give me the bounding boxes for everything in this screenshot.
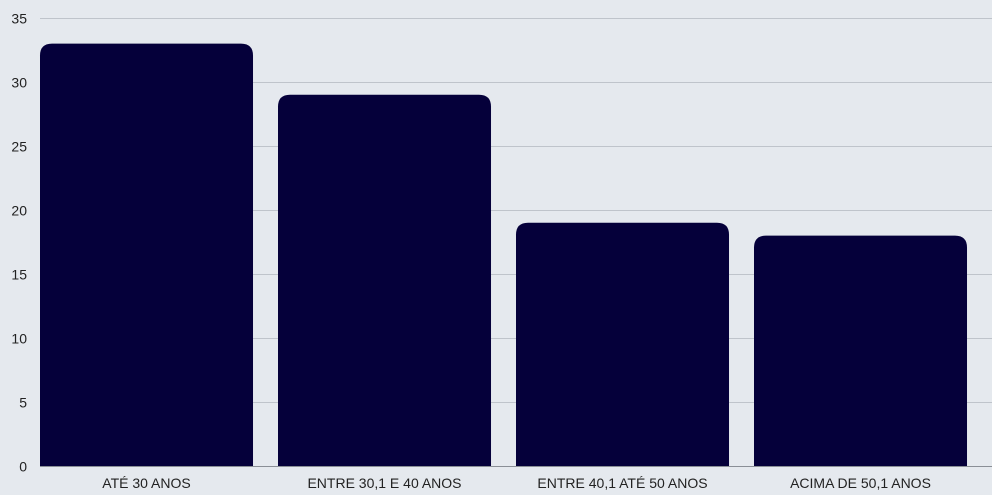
y-tick-label: 35 <box>11 11 27 27</box>
y-tick-label: 15 <box>11 267 27 283</box>
y-tick-label: 25 <box>11 139 27 155</box>
y-tick-label: 10 <box>11 331 27 347</box>
y-tick-label: 5 <box>19 395 27 411</box>
bars <box>40 43 968 467</box>
bar-2 <box>278 94 492 467</box>
x-category-label: ENTRE 40,1 ATÉ 50 ANOS <box>537 475 707 491</box>
x-axis-labels: ATÉ 30 ANOS ENTRE 30,1 E 40 ANOS ENTRE 40,… <box>102 475 931 491</box>
y-tick-label: 0 <box>19 459 27 475</box>
y-tick-label: 20 <box>11 203 27 219</box>
bar-4 <box>754 235 968 466</box>
y-tick-label: 30 <box>11 75 27 91</box>
bar-1 <box>40 43 254 466</box>
x-category-label: ATÉ 30 ANOS <box>102 475 190 491</box>
x-category-label: ENTRE 30,1 E 40 ANOS <box>307 475 461 491</box>
bar-3 <box>516 222 730 466</box>
y-axis-ticks: 0 5 10 15 20 25 30 35 <box>11 11 27 475</box>
x-category-label: ACIMA DE 50,1 ANOS <box>790 475 931 491</box>
